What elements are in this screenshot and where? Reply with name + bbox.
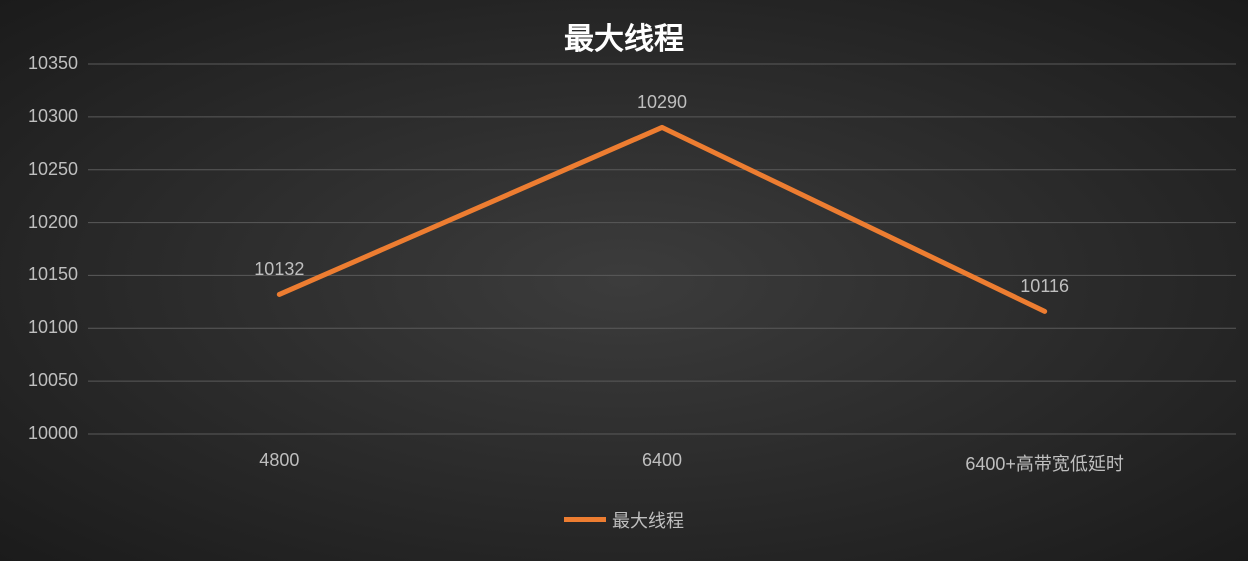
y-tick-label: 10200 [28,212,78,233]
y-tick-label: 10150 [28,264,78,285]
x-tick-label: 4800 [259,450,299,471]
legend-item: 最大线程 [564,507,684,533]
legend-label: 最大线程 [612,507,684,533]
data-label: 10116 [1020,276,1069,297]
legend-line-icon [564,517,606,522]
y-tick-label: 10250 [28,159,78,180]
y-tick-label: 10000 [28,423,78,444]
legend: 最大线程 [0,506,1248,533]
data-label: 10290 [637,92,687,113]
y-tick-label: 10100 [28,317,78,338]
y-tick-label: 10300 [28,106,78,127]
y-tick-label: 10350 [28,53,78,74]
series-line [279,127,1044,311]
chart-container: 最大线程 最大线程 100001005010100101501020010250… [0,0,1248,561]
x-tick-label: 6400+高带宽低延时 [965,450,1124,476]
x-tick-label: 6400 [642,450,682,471]
y-tick-label: 10050 [28,370,78,391]
data-label: 10132 [254,259,304,280]
